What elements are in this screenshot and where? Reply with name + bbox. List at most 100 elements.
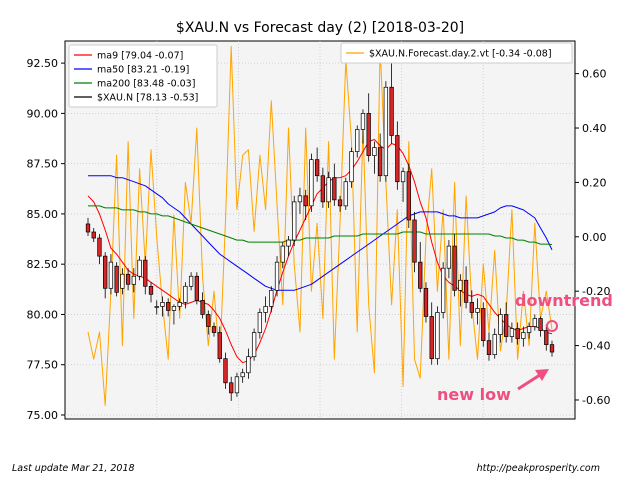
candle-body: [274, 261, 280, 291]
candle-body: [309, 159, 314, 207]
left-tick-label: 90.00: [27, 107, 59, 120]
candle-body: [85, 223, 91, 233]
candle-body: [234, 376, 240, 394]
candle-body: [418, 261, 423, 289]
candle-body: [532, 318, 537, 327]
candle-body: [314, 159, 320, 177]
legend-right: $XAU.N.Forecast.day.2.vt [-0.34 -0.08]: [340, 42, 573, 64]
candle-body: [177, 302, 182, 307]
new-low-label: new low: [437, 385, 511, 404]
candle: [85, 217, 91, 237]
candle: [103, 252, 108, 299]
candle: [171, 304, 177, 325]
candle-body: [183, 285, 188, 303]
candle: [120, 268, 125, 295]
legend-label: $XAU.N.Forecast.day.2.vt [-0.34 -0.08]: [369, 49, 552, 60]
candle: [423, 282, 429, 323]
candle: [377, 133, 383, 182]
candle: [234, 372, 240, 397]
downtrend-annotation: downtrend: [515, 291, 613, 332]
candle-body: [509, 328, 515, 337]
candle: [389, 61, 394, 144]
candle-body: [292, 201, 297, 241]
candle-body: [194, 275, 199, 301]
candle-body: [257, 312, 263, 333]
candle-body: [188, 275, 194, 287]
left-axis: 75.00 77.50 80.00 82.50 85.00 87.50 90.00 92.50: [27, 57, 65, 422]
candle: [286, 236, 291, 257]
candle: [125, 268, 131, 291]
candle: [263, 296, 268, 323]
left-tick-label: 77.50: [27, 359, 59, 372]
candle: [418, 242, 423, 293]
candle-body: [372, 147, 377, 156]
candle-body: [269, 289, 274, 307]
candle: [183, 282, 188, 309]
candle-body: [360, 113, 366, 130]
candle-body: [463, 279, 469, 303]
candle-body: [544, 330, 549, 345]
candle: [355, 125, 360, 158]
right-tick-label: -0.20: [582, 285, 610, 298]
candle: [446, 240, 452, 279]
candle: [269, 286, 274, 313]
footer-last-update: Last update Mar 21, 2018: [12, 463, 135, 474]
candle: [412, 211, 417, 273]
candle: [326, 171, 331, 208]
candle: [148, 282, 154, 303]
candle: [475, 298, 480, 325]
right-tick-label: 0.60: [582, 68, 607, 81]
grid: [65, 41, 575, 419]
candle-body: [406, 171, 411, 221]
right-tick-label: 0.20: [582, 176, 607, 189]
candle-body: [486, 340, 492, 356]
candle-body: [91, 231, 96, 239]
candle: [337, 195, 343, 212]
candle: [97, 234, 102, 265]
candle: [544, 324, 549, 351]
ma50-line: [88, 175, 553, 291]
candle: [532, 314, 537, 331]
candle-body: [108, 261, 114, 289]
candle-body: [229, 382, 234, 394]
candle: [251, 328, 257, 361]
candle: [274, 256, 280, 297]
candle: [223, 352, 228, 389]
candle-body: [120, 273, 125, 289]
candle-body: [423, 287, 429, 317]
candle-body: [286, 239, 291, 247]
legend-left: ma9 [79.04 -0.07] ma50 [83.21 -0.19] ma200…: [68, 44, 218, 108]
candle: [372, 141, 377, 174]
left-tick-label: 80.00: [27, 308, 59, 321]
candle: [458, 274, 463, 307]
candle-body: [320, 175, 326, 203]
candle: [137, 256, 142, 281]
candle: [360, 109, 366, 144]
candle: [91, 227, 96, 243]
candle-body: [383, 86, 389, 177]
candle: [469, 290, 474, 319]
candle-body: [263, 306, 268, 313]
candle: [504, 302, 509, 343]
candle-body: [160, 302, 165, 307]
candle-body: [171, 306, 177, 311]
candle-body: [337, 199, 343, 207]
candle-body: [223, 358, 228, 384]
candle: [217, 326, 222, 363]
candle-body: [549, 344, 555, 353]
footer-source-url: http://peakprosperity.com: [477, 463, 600, 474]
candle: [131, 268, 136, 293]
candle-body: [97, 237, 102, 257]
candle: [246, 348, 251, 379]
new-low-arrow-head: [535, 369, 549, 381]
legend-label: ma50 [83.21 -0.19]: [97, 65, 189, 76]
legend-left-box: [68, 44, 218, 108]
candle-body: [251, 332, 257, 358]
candle: [143, 256, 148, 295]
candle-body: [355, 129, 360, 152]
candle-body: [515, 328, 520, 339]
candle-body: [154, 306, 159, 308]
right-tick-label: 0.40: [582, 122, 607, 135]
candle-body: [280, 245, 285, 263]
